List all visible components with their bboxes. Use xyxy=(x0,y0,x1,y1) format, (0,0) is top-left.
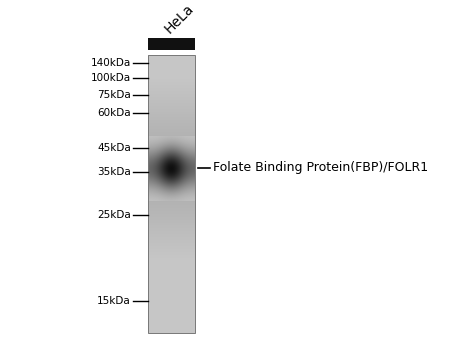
Text: 75kDa: 75kDa xyxy=(97,90,131,100)
Bar xyxy=(148,55,194,333)
Text: HeLa: HeLa xyxy=(161,1,196,36)
Text: 35kDa: 35kDa xyxy=(97,167,131,177)
Text: 45kDa: 45kDa xyxy=(97,143,131,153)
Text: 15kDa: 15kDa xyxy=(97,296,131,306)
Text: 140kDa: 140kDa xyxy=(91,58,131,68)
Text: 100kDa: 100kDa xyxy=(91,73,131,83)
Bar xyxy=(148,38,194,50)
Text: 60kDa: 60kDa xyxy=(97,108,131,118)
Text: 25kDa: 25kDa xyxy=(97,210,131,220)
Text: Folate Binding Protein(FBP)/FOLR1: Folate Binding Protein(FBP)/FOLR1 xyxy=(213,161,427,175)
